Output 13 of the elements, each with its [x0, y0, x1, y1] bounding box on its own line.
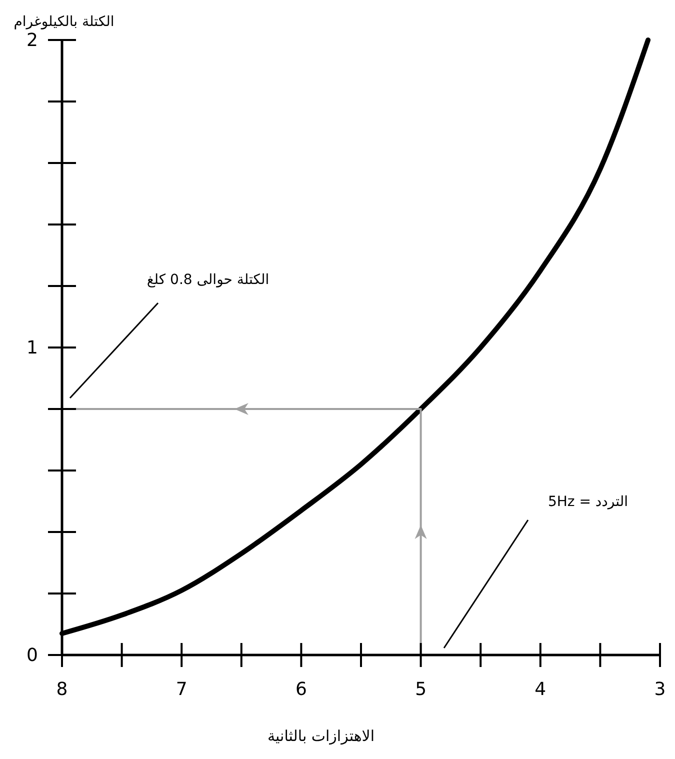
annotation: الكتلة حوالى 0.8 كلغ: [146, 272, 270, 288]
y-tick-label: 0: [26, 645, 38, 666]
x-tick-label: 4: [534, 679, 546, 700]
x-axis-title: الاهتزازات بالثانية: [267, 727, 375, 745]
x-tick-label: 5: [415, 679, 427, 700]
x-tick-label: 6: [295, 679, 307, 700]
annotation: التردد = 5Hz: [548, 494, 628, 510]
x-tick-label: 8: [56, 679, 68, 700]
x-tick-label: 3: [654, 679, 666, 700]
x-tick-label: 7: [176, 679, 188, 700]
y-tick-label: 1: [26, 338, 38, 358]
y-axis-title: الكتلة بالكيلوغرام: [14, 14, 114, 30]
y-tick-label: 2: [26, 30, 38, 51]
